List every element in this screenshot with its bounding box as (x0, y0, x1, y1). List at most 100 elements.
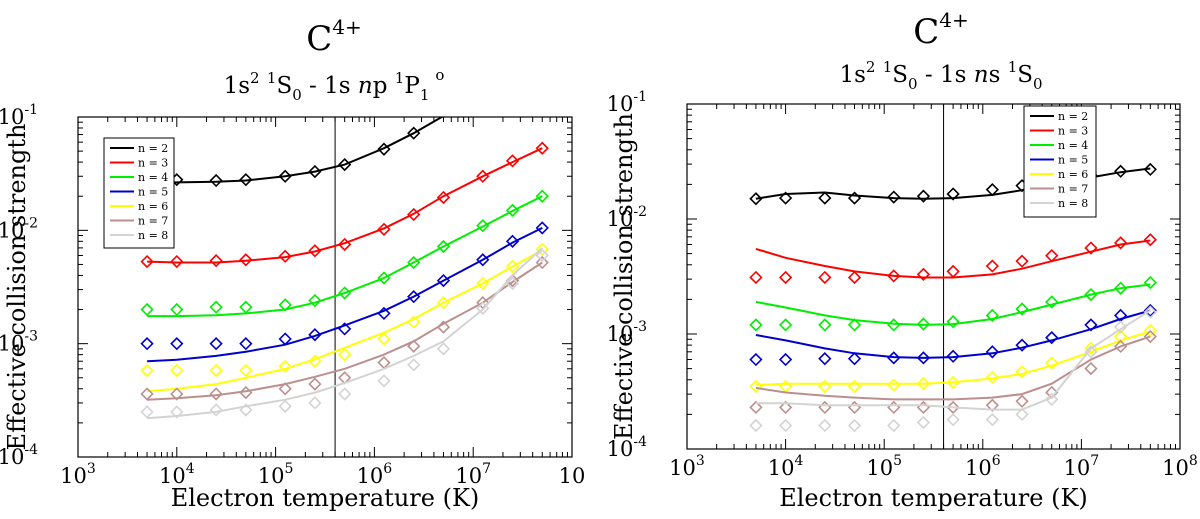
tick-base: 10 (1162, 456, 1189, 480)
subtitle-space (875, 62, 882, 88)
series-line (147, 227, 543, 363)
data-point-diamond (749, 270, 763, 285)
series-line (147, 117, 444, 184)
data-point-diamond (818, 352, 832, 366)
data-point-diamond (535, 255, 549, 270)
data-point-diamond (407, 290, 421, 304)
data-point-diamond (377, 271, 391, 285)
tick-base: 10 (1064, 456, 1091, 480)
plot-frame (77, 116, 573, 458)
plot-area (749, 162, 1157, 433)
legend-label: n = 3 (138, 157, 168, 170)
legend-box (1023, 105, 1097, 218)
data-point-diamond (1143, 233, 1157, 247)
data-point-diamond (1045, 295, 1059, 309)
data-point-diamond (1084, 361, 1098, 376)
data-point-diamond (778, 352, 793, 367)
data-point-diamond (239, 385, 253, 400)
data-point-diamond (436, 320, 451, 334)
data-point-diamond (170, 405, 184, 419)
data-point-diamond (946, 400, 960, 415)
data-point-diamond (170, 254, 184, 269)
series-line (147, 147, 543, 264)
data-point-diamond (170, 387, 184, 401)
data-point-diamond (140, 337, 154, 351)
data-point-diamond (278, 298, 292, 312)
data-point-diamond (818, 318, 832, 332)
subtitle-italic: n (974, 62, 989, 88)
chart-subtitle: 1s2 1S0 - 1s np 1P1o (224, 66, 445, 104)
subtitle-part: p (373, 73, 395, 99)
legend-label: n = 7 (138, 215, 168, 228)
tick-base: 10 (768, 456, 795, 480)
subtitle-part: S (892, 62, 908, 88)
x-tick-label: 108 (1162, 453, 1198, 480)
data-point-diamond (535, 141, 549, 155)
tick-exp: 5 (285, 461, 294, 477)
subtitle-italic: n (358, 73, 373, 99)
chart-title-charge: 4+ (939, 8, 968, 32)
legend-label: n = 7 (1058, 183, 1088, 196)
data-point-diamond (209, 254, 223, 268)
data-point-diamond (505, 203, 520, 218)
data-point-diamond (818, 400, 832, 415)
legend-box (103, 137, 175, 249)
data-point-diamond (436, 296, 451, 310)
subtitle-sup: 2 (866, 58, 876, 76)
tick-exp: -3 (24, 329, 38, 345)
data-point-diamond (1015, 407, 1029, 422)
data-point-diamond (1015, 338, 1029, 352)
data-point-diamond (239, 300, 253, 314)
data-point-diamond (140, 363, 154, 378)
series-line (147, 249, 543, 393)
tick-base: 10 (0, 218, 24, 242)
tick-base: 10 (607, 207, 634, 231)
data-point-diamond (140, 254, 154, 269)
data-point-diamond (916, 317, 931, 331)
data-point-diamond (1015, 302, 1029, 316)
data-point-diamond (887, 418, 901, 433)
tick-exp: 3 (87, 461, 96, 477)
data-point-diamond (1084, 345, 1098, 359)
data-point-diamond (278, 399, 292, 413)
data-point-diamond (476, 219, 490, 233)
data-point-diamond (278, 249, 292, 263)
tick-base: 10 (607, 322, 634, 346)
x-tick-label: 106 (357, 461, 393, 488)
data-point-diamond (916, 400, 931, 415)
series-line (147, 247, 543, 420)
y-tick-label: 10-3 (607, 319, 647, 346)
data-point-diamond (407, 339, 421, 353)
x-tick-label: 104 (768, 453, 804, 480)
data-point-diamond (209, 337, 223, 351)
series-n3 (140, 141, 549, 269)
data-point-diamond (916, 377, 931, 391)
data-point-diamond (778, 318, 793, 332)
legend-label: n = 6 (1058, 168, 1088, 181)
data-point-diamond (847, 318, 862, 332)
legend-label: n = 4 (138, 171, 168, 184)
data-point-diamond (239, 337, 253, 351)
y-axis-label: Effective collision strength (3, 124, 31, 451)
x-tick-label: 104 (159, 461, 195, 488)
data-point-diamond (170, 337, 184, 351)
data-point-diamond (818, 418, 832, 433)
data-point-diamond (308, 328, 322, 342)
tick-base: 10 (607, 437, 634, 461)
data-point-diamond (1015, 394, 1029, 408)
data-point-diamond (239, 253, 253, 267)
series-n8 (140, 247, 549, 420)
x-axis-label: Electron temperature (K) (171, 484, 480, 512)
data-point-diamond (916, 189, 931, 203)
legend-label: n = 8 (1058, 197, 1088, 210)
data-point-diamond (209, 403, 223, 417)
data-point-diamond (985, 259, 999, 273)
data-point-diamond (1143, 275, 1157, 290)
subtitle-part: s (989, 62, 1008, 88)
tick-base: 10 (159, 464, 186, 488)
tick-exp: 6 (383, 461, 392, 477)
data-point-diamond (1143, 323, 1157, 338)
data-point-diamond (887, 269, 901, 283)
